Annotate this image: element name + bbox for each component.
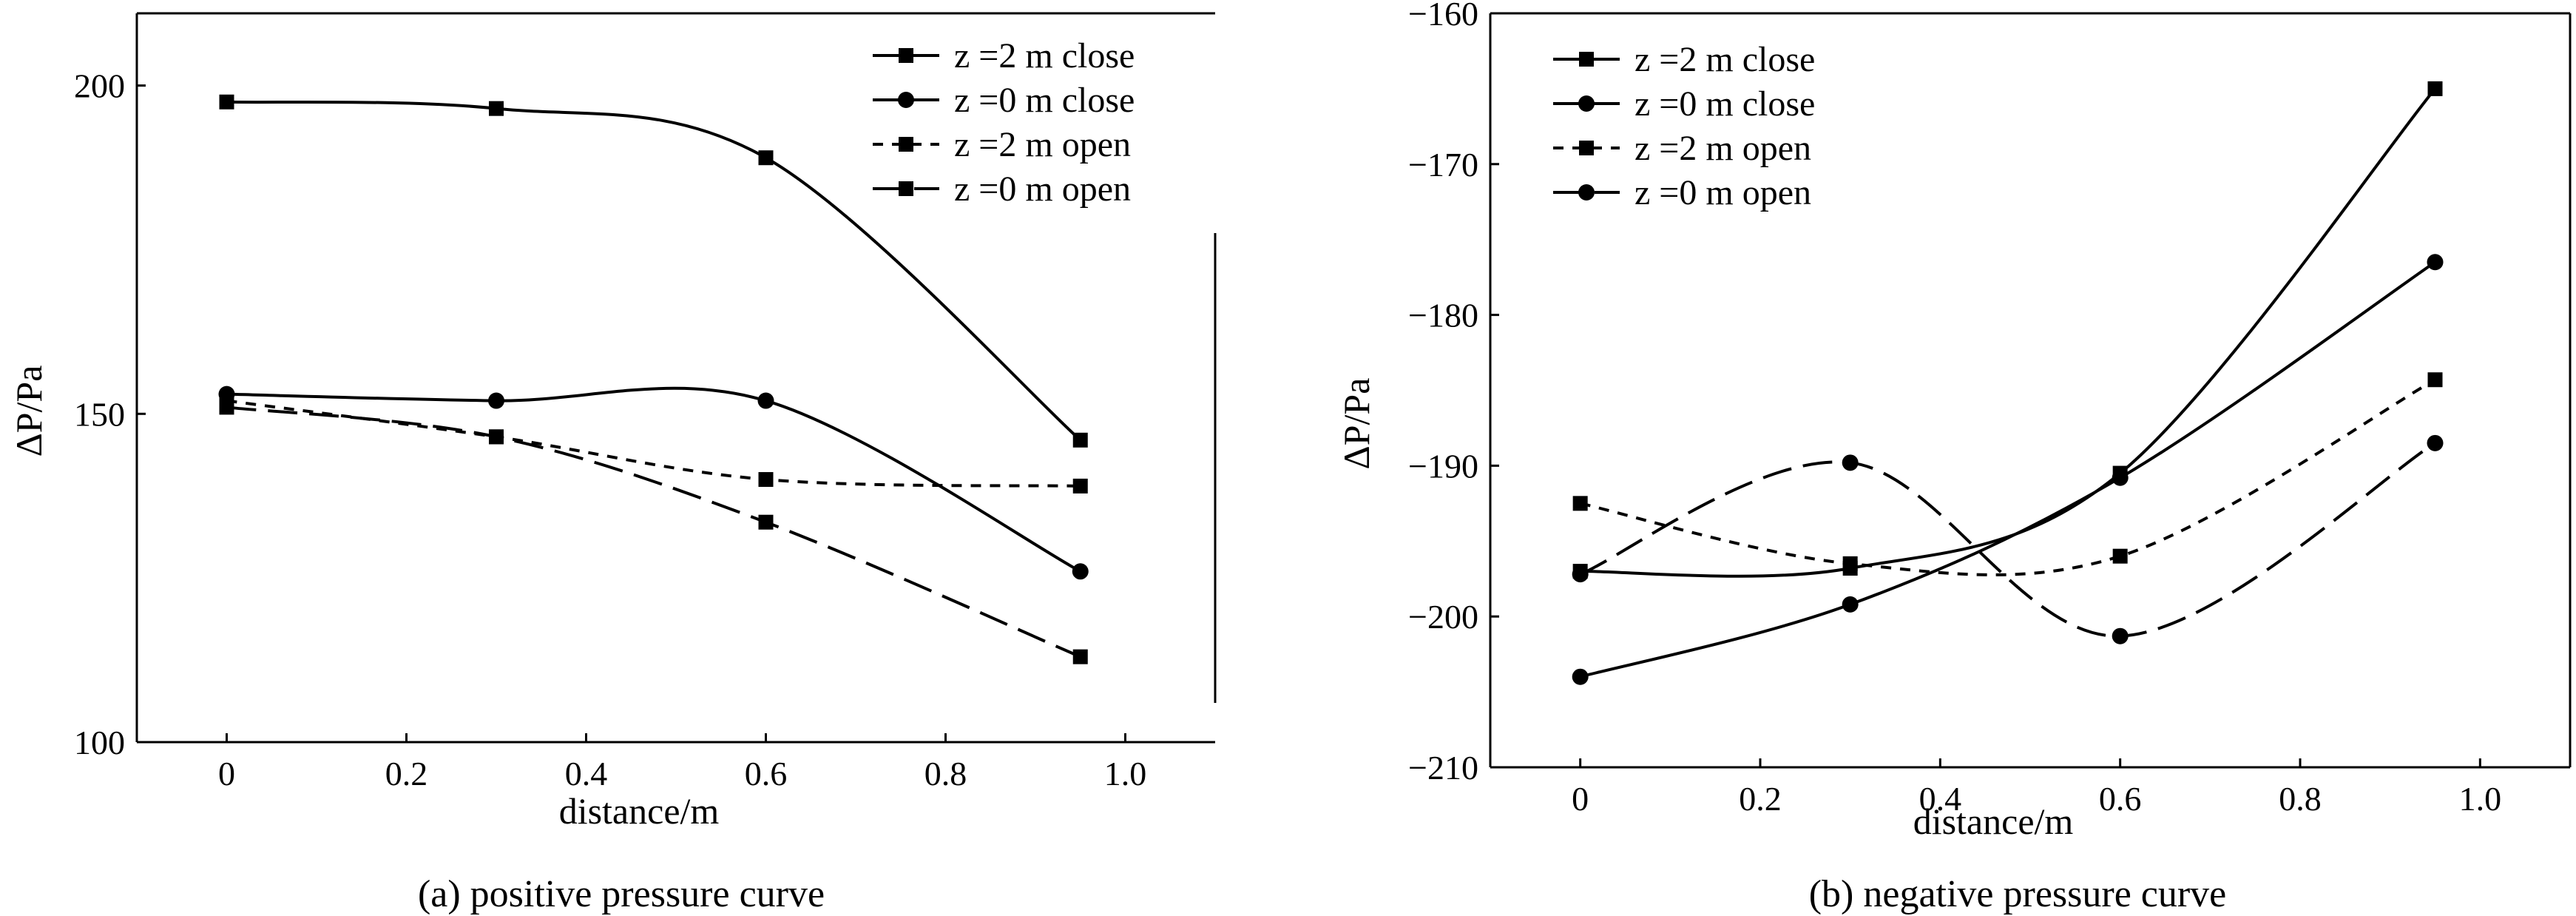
neg-y-tick-label: −190	[1408, 447, 1478, 485]
pos-legend-label: z =2 m close	[954, 36, 1135, 75]
pos-series-line-1	[226, 386, 1081, 573]
neg-data-point	[2427, 372, 2443, 388]
pos-data-point	[488, 392, 504, 409]
pos-data-point	[1072, 478, 1088, 494]
neg-data-point	[2427, 434, 2444, 451]
pos-legend-marker	[899, 181, 913, 196]
neg-x-tick-label: 0.4	[1919, 780, 1962, 818]
pos-series-3	[219, 400, 1088, 664]
neg-data-point	[1572, 668, 1589, 685]
neg-legend-label: z =2 m open	[1634, 129, 1811, 168]
pos-legend-label: z =0 m close	[954, 81, 1135, 120]
neg-legend-marker	[1579, 52, 1594, 67]
pos-data-point	[1072, 649, 1088, 664]
neg-x-tick-label: 0	[1572, 780, 1589, 818]
chart-positive-pressure: 0 0.2 0.4 0.6 0.8 1.0 100 150 200 distance/m ΔP/Pa…	[8, 12, 1217, 915]
neg-legend-label: z =0 m close	[1634, 84, 1815, 124]
pos-legend-marker	[899, 137, 913, 152]
neg-data-point	[1842, 596, 1859, 613]
neg-series-line-2	[1580, 378, 2436, 576]
neg-series-line-1	[1580, 260, 2436, 678]
pos-y-axis-label: ΔP/Pa	[8, 366, 50, 457]
pos-data-point	[758, 472, 774, 488]
pos-x-tick-label: 1.0	[1104, 755, 1147, 792]
neg-legend-marker	[1578, 95, 1595, 112]
pos-series-0	[219, 94, 1088, 448]
pos-series-2	[219, 393, 1088, 494]
neg-data-point	[2112, 627, 2129, 644]
pos-x-tick-label: 0.4	[565, 755, 608, 792]
neg-legend-label: z =0 m open	[1634, 173, 1811, 212]
pos-x-tick-label: 0	[218, 755, 235, 792]
neg-legend: z =2 m close z =0 m close z =2 m open z =0 …	[1553, 40, 1815, 212]
pos-x-tick-label: 0.6	[745, 755, 788, 792]
neg-x-tick-label: 0.6	[2099, 780, 2142, 818]
pos-legend-label: z =0 m open	[954, 169, 1131, 209]
pos-series-line-3	[226, 405, 1081, 659]
neg-caption: (b) negative pressure curve	[1809, 873, 2227, 915]
neg-data-point	[1572, 496, 1588, 511]
pos-y-tick-label: 200	[74, 67, 125, 105]
neg-y-tick-label: −170	[1408, 146, 1478, 183]
neg-y-tick-label: −200	[1408, 598, 1478, 636]
neg-data-point	[1842, 454, 1859, 471]
pos-data-point	[758, 150, 774, 166]
neg-data-point	[2427, 254, 2444, 271]
neg-series-1	[1572, 254, 2444, 685]
neg-series-line-3	[1579, 442, 2436, 638]
pos-y-tick-label: 150	[74, 395, 125, 433]
pos-series-line-2	[226, 399, 1081, 488]
pos-data-point	[219, 400, 234, 415]
neg-y-axis-label: ΔP/Pa	[1336, 378, 1377, 470]
neg-y-tick-label: −180	[1408, 297, 1478, 334]
neg-data-point	[1572, 566, 1589, 583]
neg-series-3	[1572, 434, 2444, 644]
pos-x-tick-label: 0.2	[385, 755, 428, 792]
pos-legend-marker	[899, 48, 913, 63]
neg-legend-marker	[1579, 141, 1594, 155]
neg-legend-label: z =2 m close	[1634, 40, 1815, 79]
neg-data-point	[1842, 556, 1858, 571]
pos-legend-marker	[898, 92, 914, 108]
neg-y-tick-label: −160	[1408, 0, 1478, 33]
pos-x-tick-label: 0.8	[924, 755, 967, 792]
pos-x-axis-label: distance/m	[559, 790, 720, 832]
pos-data-point	[757, 392, 774, 409]
pos-legend: z =2 m close z =0 m close z =2 m open z =0 …	[873, 36, 1135, 209]
neg-x-axis-label: distance/m	[1913, 801, 2074, 842]
pos-data-point	[1072, 563, 1089, 580]
chart-negative-pressure: 0 0.2 0.4 0.6 0.8 1.0 −210 −200 −190 −180 −170 −160…	[1336, 0, 2572, 915]
neg-series-2	[1572, 372, 2443, 576]
neg-data-point	[2112, 548, 2128, 564]
pos-data-point	[489, 101, 504, 116]
neg-data-point	[2427, 81, 2443, 96]
neg-x-tick-label: 0.2	[1739, 780, 1782, 818]
pos-data-point	[1072, 432, 1088, 448]
pos-data-point	[219, 94, 234, 110]
pos-data-point	[758, 514, 774, 530]
pos-data-point	[489, 429, 504, 445]
neg-x-tick-label: 1.0	[2459, 780, 2502, 818]
neg-legend-marker	[1578, 184, 1595, 201]
pos-legend-label: z =2 m open	[954, 125, 1131, 164]
pos-caption: (a) positive pressure curve	[418, 873, 825, 915]
neg-x-tick-label: 0.8	[2279, 780, 2322, 818]
neg-y-tick-label: −210	[1408, 749, 1478, 787]
neg-data-point	[2112, 469, 2129, 486]
pos-y-tick-label: 100	[74, 724, 125, 761]
pos-series-line-0	[226, 100, 1082, 442]
